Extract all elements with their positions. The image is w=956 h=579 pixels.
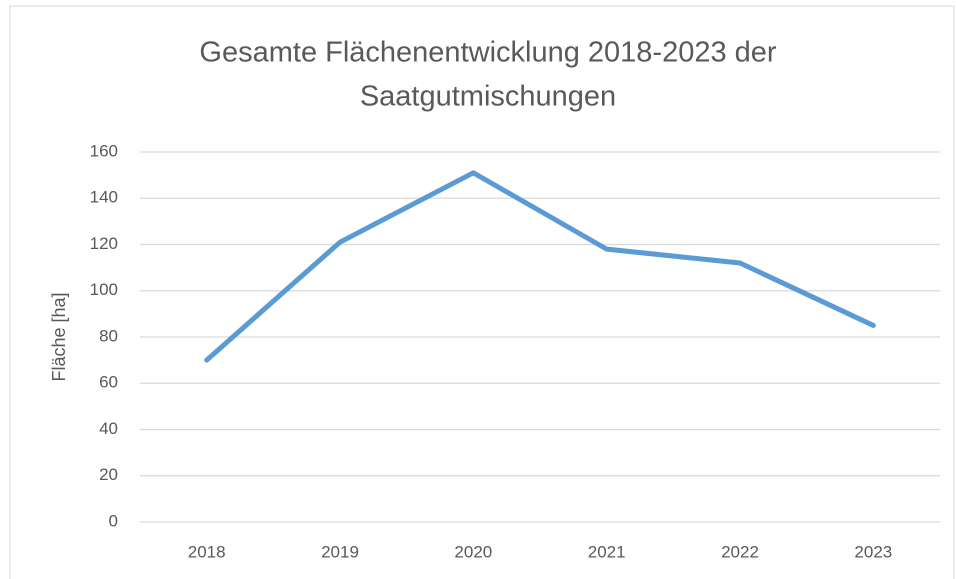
y-tick-label: 60 (99, 373, 118, 392)
chart-frame (9, 5, 955, 579)
x-tick-label: 2023 (854, 542, 892, 561)
chart-title: Gesamte Flächenentwicklung 2018-2023 der (199, 37, 776, 69)
x-tick-label: 2021 (588, 542, 626, 561)
y-tick-label: 20 (99, 465, 118, 484)
y-tick-label: 0 (109, 511, 118, 530)
x-tick-label: 2020 (454, 542, 492, 561)
y-tick-label: 140 (90, 188, 118, 207)
x-tick-label: 2022 (721, 542, 759, 561)
data-line (204, 170, 876, 363)
y-tick-label: 100 (90, 280, 118, 299)
y-axis-title: Fläche [ha] (49, 292, 69, 381)
x-tick-label: 2019 (321, 542, 359, 561)
y-tick-label: 80 (99, 326, 118, 345)
x-tick-label: 2018 (188, 542, 226, 561)
y-tick-label: 160 (90, 141, 118, 160)
chart-title: Saatgutmischungen (360, 81, 616, 113)
y-tick-label: 40 (99, 419, 118, 438)
y-tick-label: 120 (90, 234, 118, 253)
